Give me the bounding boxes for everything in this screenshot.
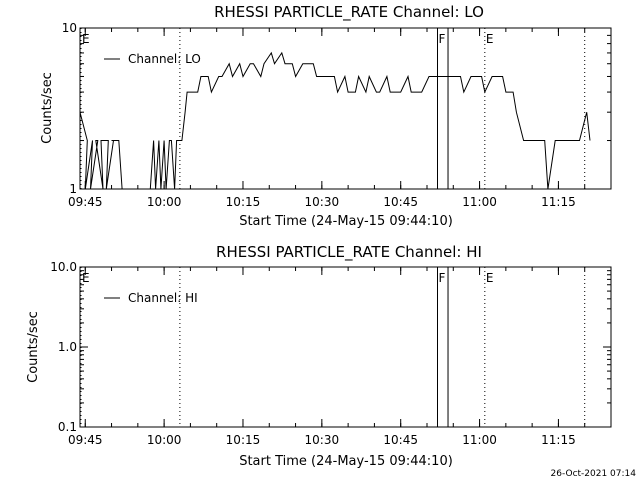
lo-legend: Channel: LO	[104, 52, 201, 66]
hi-legend: Channel: HI	[104, 291, 198, 305]
lo-x-tick-label: 10:45	[383, 195, 418, 209]
footer-timestamp: 26-Oct-2021 07:14	[551, 469, 637, 479]
lo-x-tick-label: 09:45	[68, 195, 103, 209]
lo-x-tick-label: 10:15	[226, 195, 261, 209]
hi-y-tick-label: 10.0	[50, 260, 77, 274]
hi-x-tick-label: 10:00	[147, 433, 182, 447]
hi-x-tick-label: 10:45	[383, 433, 418, 447]
hi-marker-label: E	[486, 271, 494, 285]
hi-legend-label: Channel: HI	[128, 291, 198, 305]
lo-marker-label: E	[82, 32, 90, 46]
lo-marker-label: E	[486, 32, 494, 46]
hi-x-tick-label: 09:45	[68, 433, 103, 447]
lo-series-line	[79, 51, 591, 190]
lo-x-tick-label: 11:00	[462, 195, 497, 209]
hi-x-tick-label: 10:30	[305, 433, 340, 447]
lo-ticks: 09:45 10:00 10:15 10:30 10:45 11:00 11:15 1 10	[62, 21, 612, 209]
lo-y-tick-label: 10	[62, 21, 77, 35]
hi-chart-title: RHESSI PARTICLE_RATE Channel: HI	[216, 243, 482, 262]
lo-x-axis-label: Start Time (24-May-15 09:44:10)	[239, 214, 453, 229]
hi-marker-label: E	[82, 271, 90, 285]
lo-x-tick-label: 11:15	[541, 195, 576, 209]
hi-ticks: 09:45 10:00 10:15 10:30 10:45 11:00 11:15 0.1 1.…	[50, 260, 612, 447]
lo-y-axis-label: Counts/sec	[40, 72, 55, 144]
hi-x-tick-label: 11:15	[541, 433, 576, 447]
hi-y-tick-label: 0.1	[58, 420, 77, 434]
lo-chart-title: RHESSI PARTICLE_RATE Channel: LO	[214, 3, 484, 22]
hi-marker-label: F	[439, 271, 446, 285]
lo-y-tick-label: 1	[69, 182, 77, 196]
lo-x-tick-label: 10:30	[305, 195, 340, 209]
hi-y-tick-label: 1.0	[58, 340, 77, 354]
hi-y-axis-label: Counts/sec	[26, 311, 41, 383]
hi-channel-chart: RHESSI PARTICLE_RATE Channel: HI E F E 09:…	[26, 243, 612, 469]
lo-legend-label: Channel: LO	[128, 52, 201, 66]
lo-plot-frame	[79, 27, 612, 190]
lo-marker-label: F	[439, 32, 446, 46]
lo-x-tick-label: 10:00	[147, 195, 182, 209]
hi-x-tick-label: 11:00	[462, 433, 497, 447]
hi-x-tick-label: 10:15	[226, 433, 261, 447]
hi-x-axis-label: Start Time (24-May-15 09:44:10)	[239, 454, 453, 469]
lo-channel-chart: RHESSI PARTICLE_RATE Channel: LO E F E 09:…	[40, 3, 612, 229]
